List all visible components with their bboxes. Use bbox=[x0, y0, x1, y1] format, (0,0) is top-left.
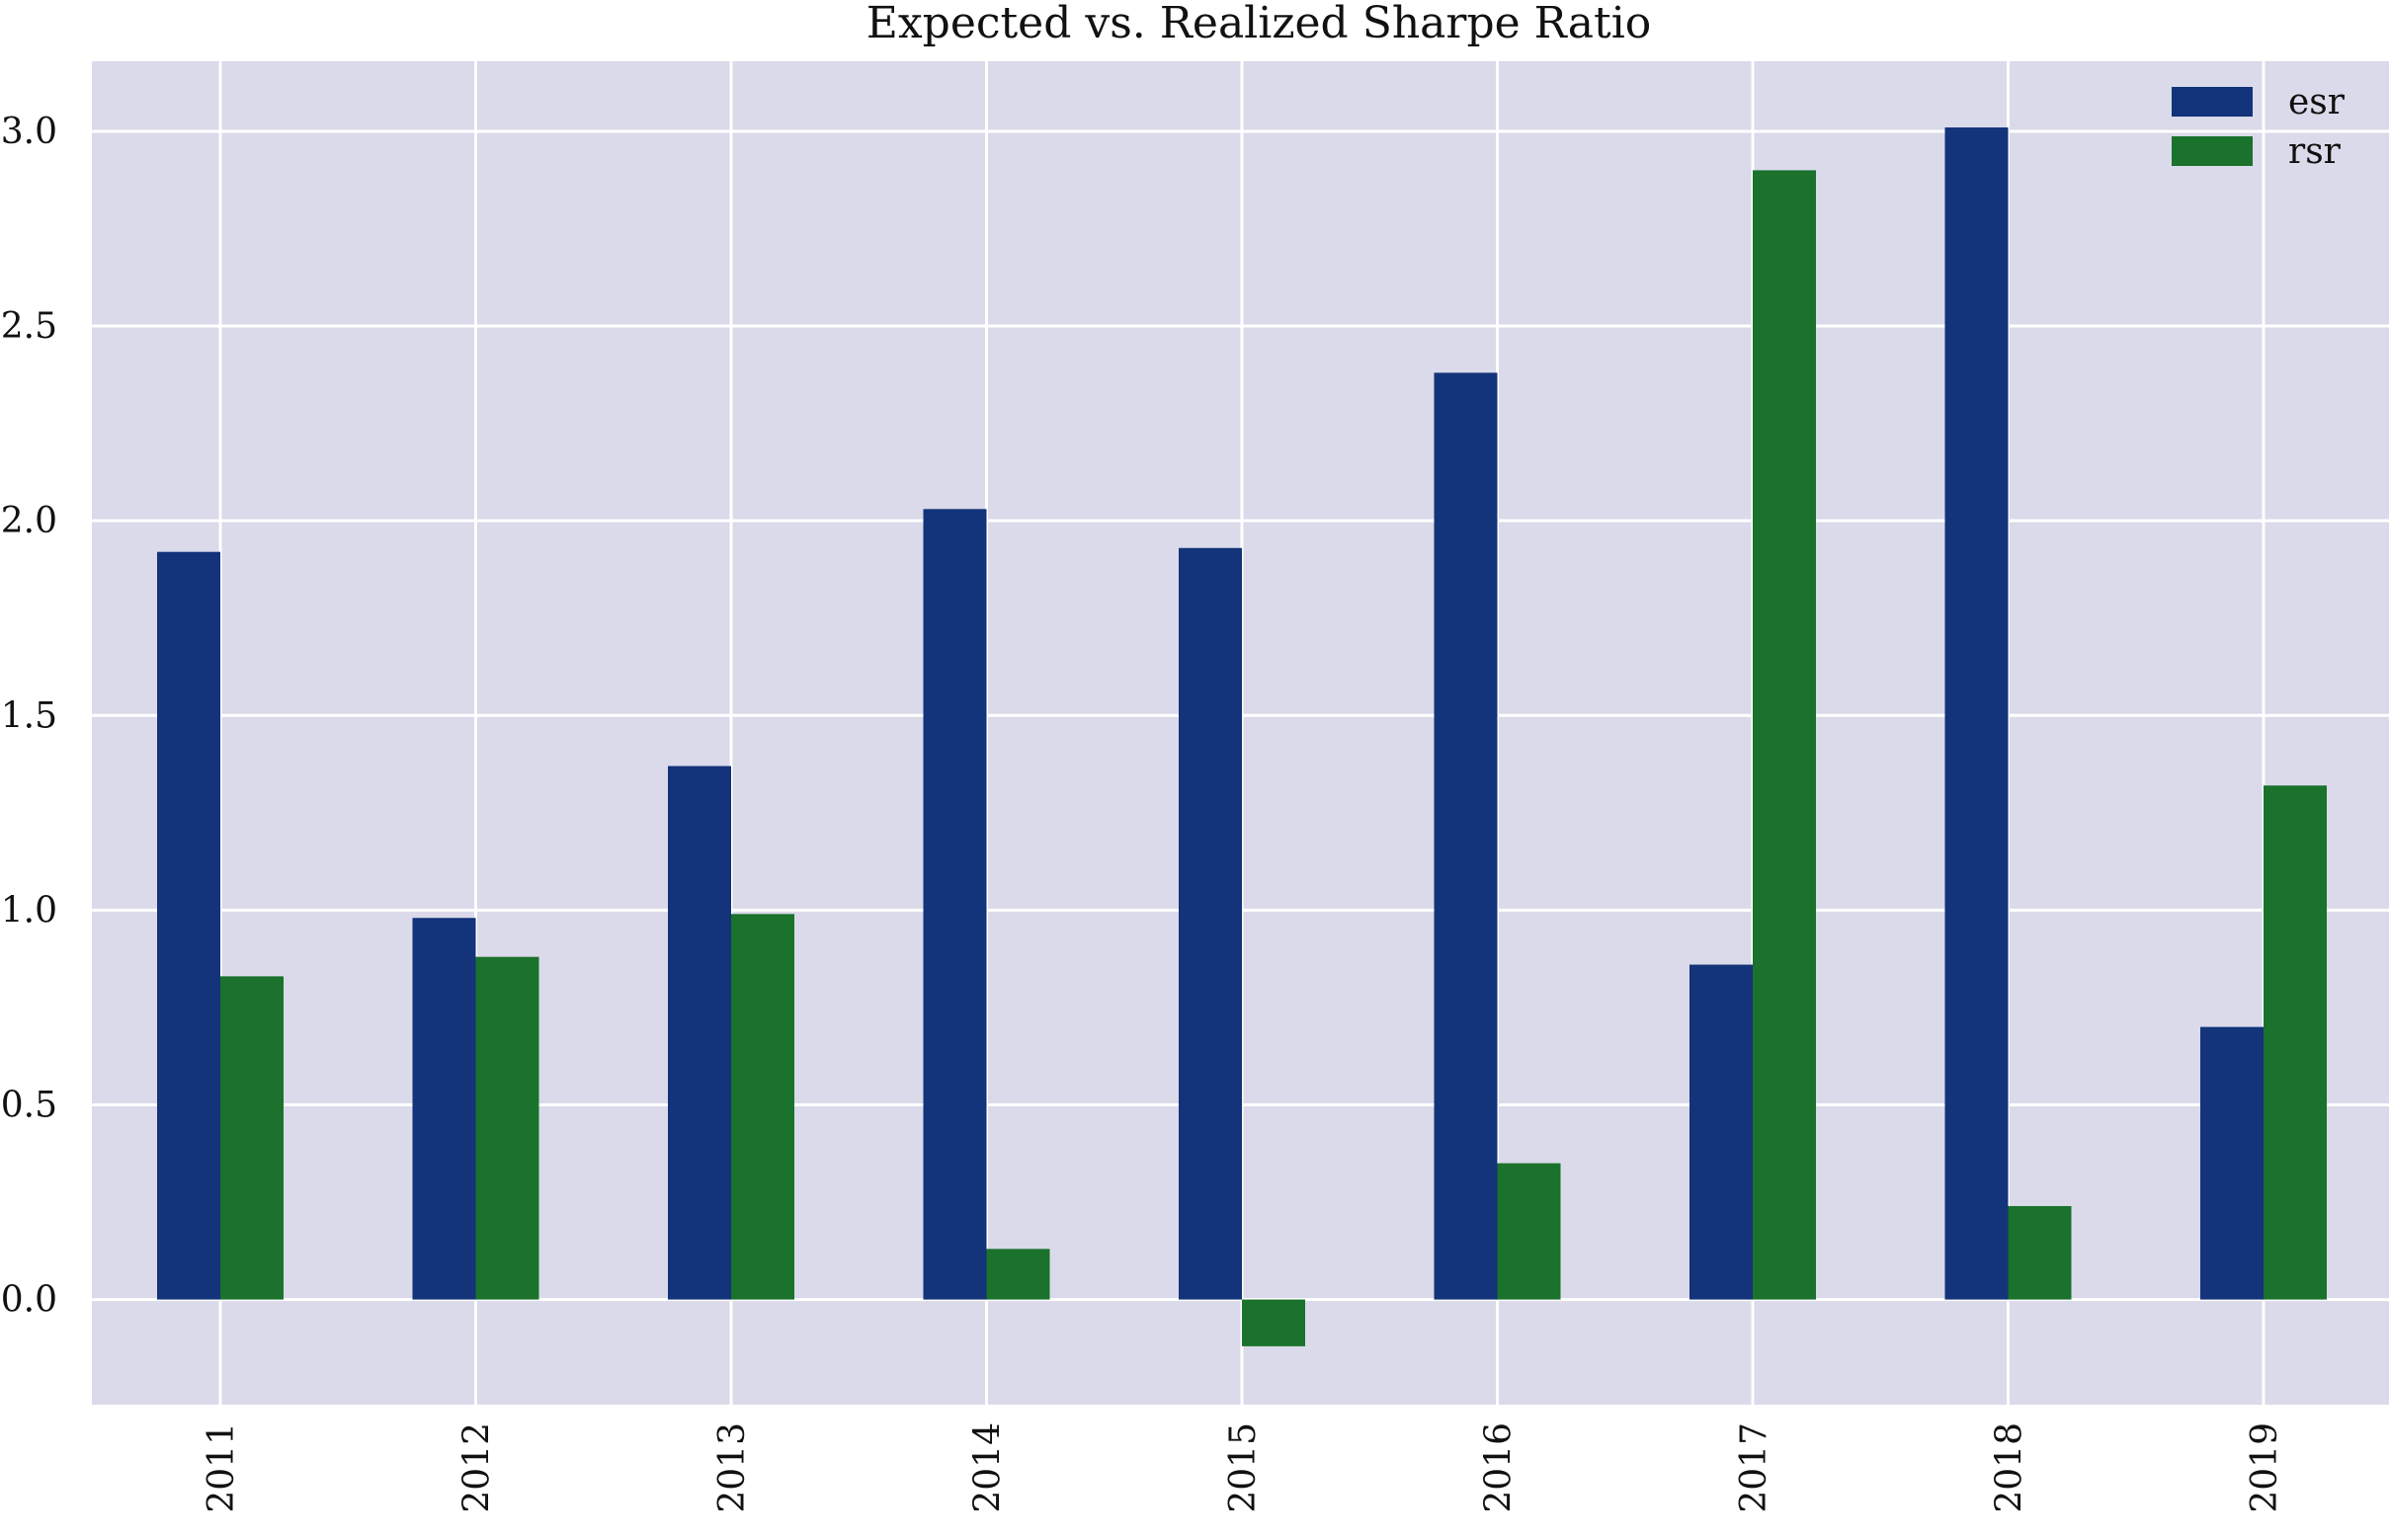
bar-rsr bbox=[1242, 1299, 1305, 1346]
x-tick-label: 2017 bbox=[1734, 1422, 1774, 1513]
bar-esr bbox=[1689, 964, 1753, 1300]
x-tick-label: 2015 bbox=[1223, 1422, 1264, 1513]
bar-rsr bbox=[1497, 1163, 1561, 1300]
y-tick-label: 2.0 bbox=[1, 501, 57, 541]
x-tick-label: 2011 bbox=[202, 1422, 242, 1513]
chart-title: Expected vs. Realized Sharpe Ratio bbox=[866, 0, 1652, 48]
y-tick-label: 2.5 bbox=[1, 306, 57, 347]
bar-rsr bbox=[2008, 1205, 2072, 1300]
bar-esr bbox=[1434, 372, 1498, 1300]
y-tick-label: 0.5 bbox=[1, 1085, 57, 1125]
legend-swatch-esr bbox=[2172, 87, 2253, 117]
bar-esr bbox=[412, 918, 476, 1300]
bar-esr bbox=[668, 766, 731, 1300]
y-tick-label: 1.0 bbox=[1, 890, 57, 931]
y-tick-label: 0.0 bbox=[1, 1280, 57, 1321]
bar-rsr bbox=[1753, 170, 1816, 1300]
x-axis-tick-labels: 2011 2012 2013 2014 2015 2016 2017 2018 2019 bbox=[202, 1422, 2285, 1513]
legend-label-rsr: rsr bbox=[2288, 131, 2342, 172]
bar-esr bbox=[1944, 127, 2009, 1300]
x-tick-label: 2014 bbox=[968, 1422, 1009, 1513]
legend-swatch-rsr bbox=[2172, 136, 2253, 166]
y-axis-tick-labels: 0.0 0.5 1.0 1.5 2.0 2.5 3.0 bbox=[1, 112, 57, 1321]
bar-esr bbox=[2200, 1026, 2264, 1300]
bar-rsr bbox=[986, 1249, 1050, 1300]
bar-rsr bbox=[2264, 785, 2327, 1300]
bars bbox=[157, 127, 2327, 1346]
bar-rsr bbox=[731, 914, 794, 1300]
legend-label-esr: esr bbox=[2288, 82, 2346, 122]
y-tick-label: 1.5 bbox=[1, 695, 57, 736]
bar-esr bbox=[1179, 547, 1242, 1300]
x-tick-label: 2013 bbox=[712, 1422, 753, 1513]
x-tick-label: 2016 bbox=[1479, 1422, 1520, 1513]
bar-esr bbox=[157, 551, 220, 1300]
bar-rsr bbox=[475, 956, 539, 1300]
bar-rsr bbox=[220, 976, 284, 1300]
legend: esr rsr bbox=[2172, 82, 2346, 172]
x-tick-label: 2018 bbox=[1990, 1422, 2030, 1513]
bar-esr bbox=[923, 509, 987, 1300]
x-tick-label: 2019 bbox=[2245, 1422, 2285, 1513]
y-tick-label: 3.0 bbox=[1, 112, 57, 152]
x-tick-label: 2012 bbox=[457, 1422, 498, 1513]
